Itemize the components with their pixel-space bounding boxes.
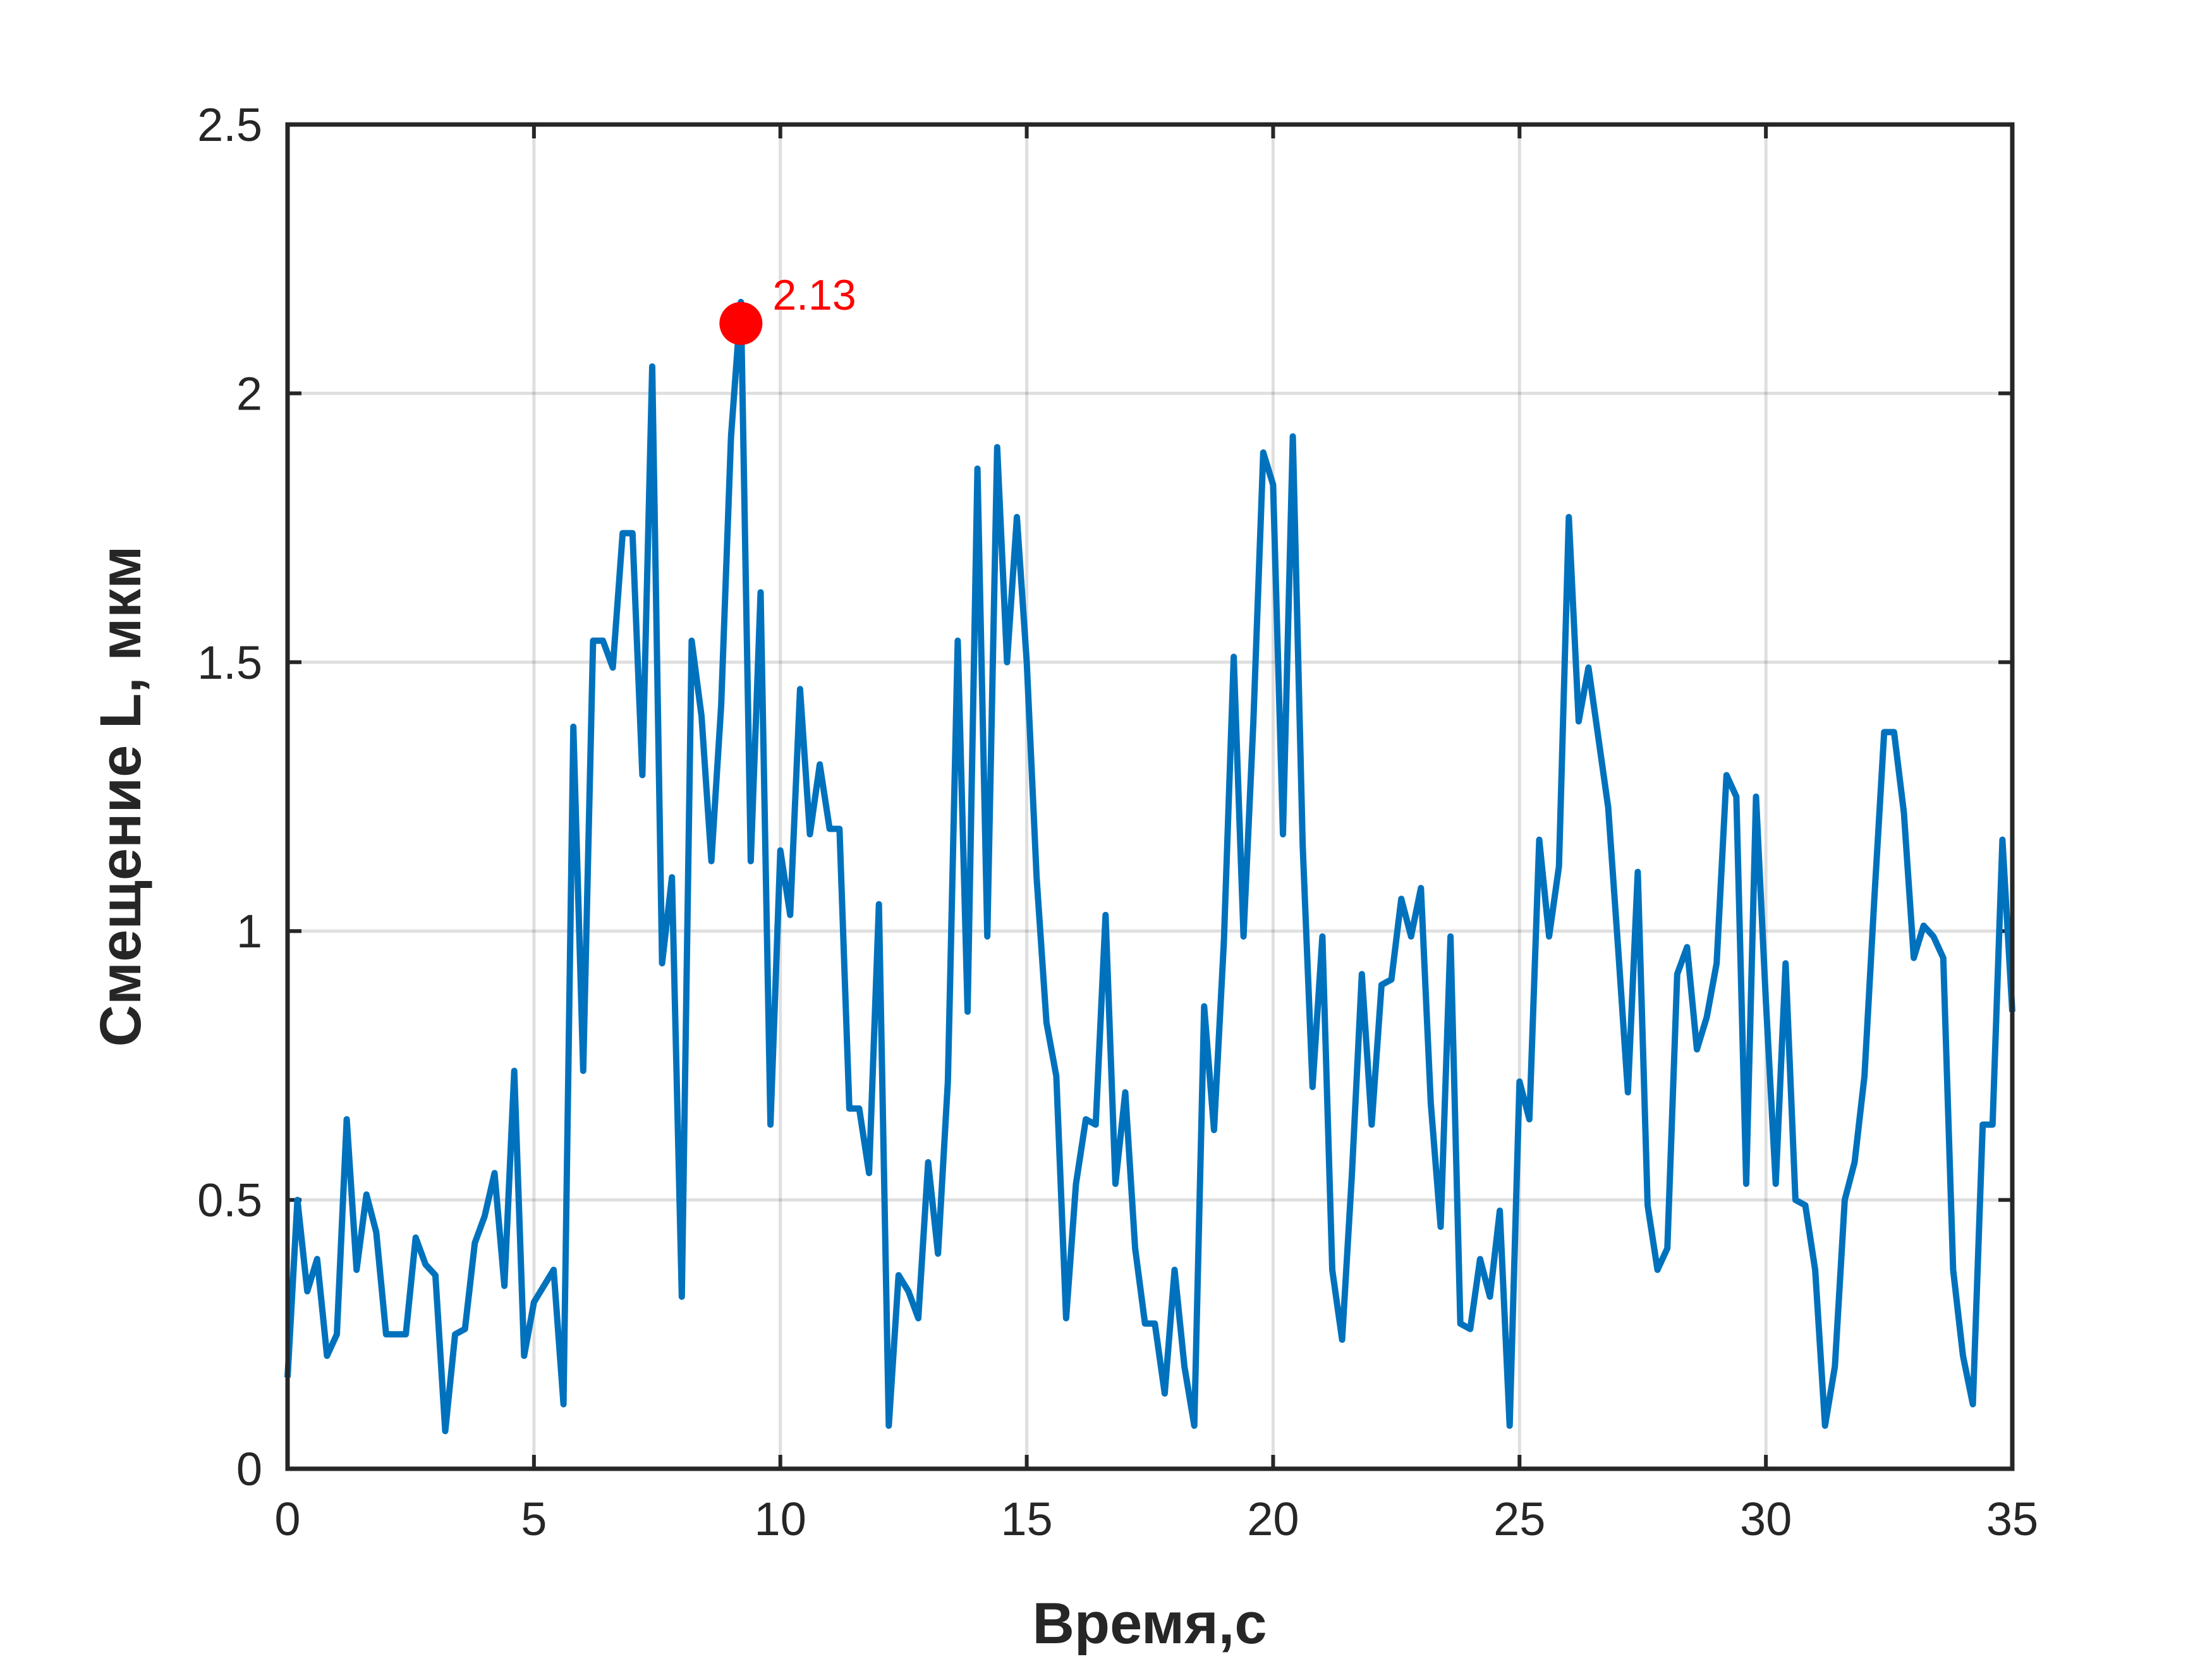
x-tick-label: 0 — [274, 1493, 300, 1545]
x-tick-label: 15 — [1000, 1493, 1052, 1545]
data-line — [284, 298, 2015, 1435]
y-tick-label: 0 — [236, 1443, 262, 1495]
highlight-point — [719, 301, 763, 345]
y-tick-label: 1 — [236, 905, 262, 957]
x-tick-label: 30 — [1740, 1493, 1792, 1545]
x-tick-label: 20 — [1247, 1493, 1299, 1545]
y-tick-label: 2.5 — [197, 99, 262, 151]
highlight-label: 2.13 — [772, 271, 856, 319]
y-tick-label: 0.5 — [197, 1174, 262, 1227]
x-axis-label: Время,с — [1032, 1591, 1267, 1656]
x-tick-label: 5 — [521, 1493, 547, 1545]
axes-box — [285, 122, 2015, 1471]
y-axis-label: Смещение L, мкм — [88, 546, 153, 1047]
x-tick-label: 35 — [1986, 1493, 2038, 1545]
x-tick-label: 10 — [755, 1493, 806, 1545]
x-tick-label: 25 — [1493, 1493, 1545, 1545]
y-tick-label: 2 — [236, 367, 262, 420]
y-tick-label: 1.5 — [197, 636, 262, 689]
